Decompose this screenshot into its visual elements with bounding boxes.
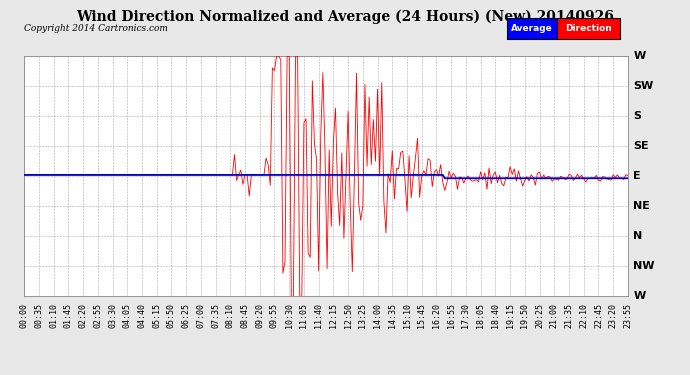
Text: E: E xyxy=(633,171,641,181)
Text: SW: SW xyxy=(633,81,653,91)
Text: W: W xyxy=(633,51,646,61)
Text: Wind Direction Normalized and Average (24 Hours) (New) 20140926: Wind Direction Normalized and Average (2… xyxy=(76,9,614,24)
Text: NW: NW xyxy=(633,261,655,271)
Text: N: N xyxy=(633,231,642,241)
Text: Direction: Direction xyxy=(565,24,612,33)
Text: W: W xyxy=(633,291,646,301)
Text: S: S xyxy=(633,111,642,121)
Text: NE: NE xyxy=(633,201,651,211)
Text: Copyright 2014 Cartronics.com: Copyright 2014 Cartronics.com xyxy=(24,24,168,33)
Text: Average: Average xyxy=(511,24,553,33)
Text: SE: SE xyxy=(633,141,649,151)
